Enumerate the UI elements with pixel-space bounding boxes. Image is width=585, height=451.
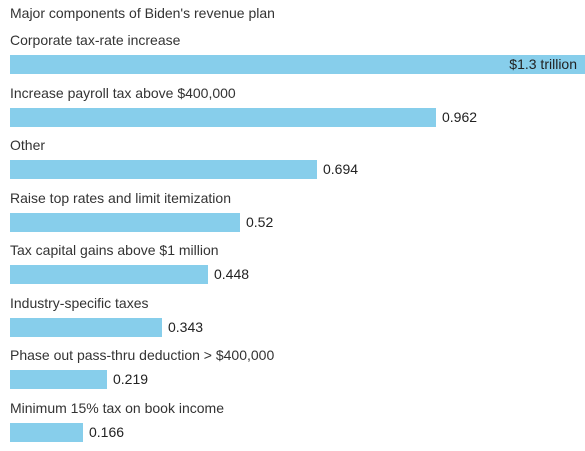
value-label: 0.52 — [246, 213, 274, 230]
category-label: Corporate tax-rate increase — [10, 32, 181, 48]
bar — [10, 160, 317, 179]
value-label: 0.962 — [442, 108, 478, 125]
category-label: Phase out pass-thru deduction > $400,000 — [10, 347, 275, 363]
bar-row: Phase out pass-thru deduction > $400,000… — [0, 346, 585, 398]
bar — [10, 317, 162, 337]
bar-row: Raise top rates and limit itemization 0.5… — [0, 189, 585, 241]
bar-row: Increase payroll tax above $400,000 0.962 — [0, 84, 585, 136]
value-label: 0.694 — [323, 161, 359, 177]
value-label: 0.343 — [168, 318, 204, 335]
category-label: Other — [10, 137, 46, 153]
value-label: 0.219 — [113, 371, 149, 387]
category-label: Minimum 15% tax on book income — [10, 399, 224, 416]
bar-row: Industry-specific taxes 0.343 — [0, 294, 585, 346]
value-label: 0.448 — [214, 266, 250, 282]
bar-row: Corporate tax-rate increase $1.3 trillion — [0, 31, 585, 83]
category-label: Tax capital gains above $1 million — [10, 242, 219, 258]
category-label: Industry-specific taxes — [10, 294, 149, 311]
bar-row: Tax capital gains above $1 million 0.448 — [0, 241, 585, 293]
value-label: 0.166 — [89, 423, 125, 440]
bar-row: Other 0.694 — [0, 136, 585, 188]
bar — [10, 370, 107, 389]
chart-title: Major components of Biden's revenue plan — [10, 5, 275, 21]
category-label: Increase payroll tax above $400,000 — [10, 84, 236, 101]
bar-row: Minimum 15% tax on book income 0.166 — [0, 399, 585, 451]
bar — [10, 55, 585, 74]
category-label: Raise top rates and limit itemization — [10, 189, 231, 206]
bar — [10, 265, 208, 284]
bar — [10, 422, 83, 442]
bar — [10, 212, 240, 232]
bar — [10, 107, 436, 127]
value-label: $1.3 trillion — [509, 56, 577, 72]
